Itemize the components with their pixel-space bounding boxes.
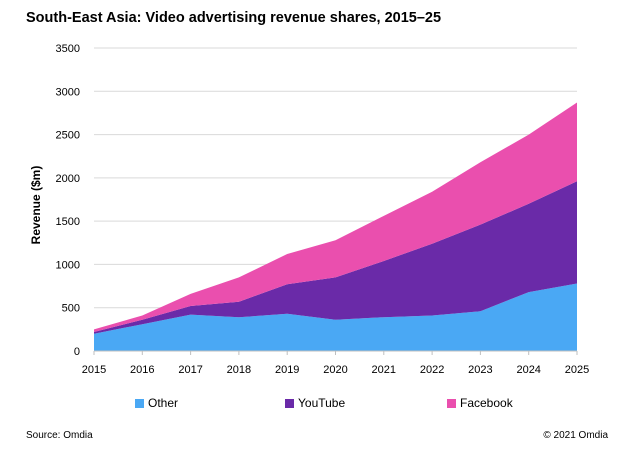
- y-tick-label: 3000: [56, 86, 80, 98]
- y-tick-label: 2500: [56, 130, 80, 142]
- y-axis-label: Revenue ($m): [29, 166, 43, 245]
- area-series-other: [94, 283, 577, 351]
- legend-item-facebook: Facebook: [447, 396, 513, 410]
- area-series-facebook: [94, 102, 577, 332]
- x-tick-label: 2025: [565, 364, 589, 376]
- x-tick-label: 2023: [468, 364, 492, 376]
- legend-swatch-facebook: [447, 398, 456, 408]
- y-tick-label: 1000: [56, 259, 80, 271]
- legend-label-other: Other: [148, 396, 179, 410]
- legend-item-other: Other: [135, 396, 178, 410]
- legend-label-facebook: Facebook: [460, 396, 513, 410]
- chart-title: South-East Asia: Video advertising reven…: [26, 10, 442, 26]
- y-tick-label: 500: [62, 303, 80, 315]
- x-tick-label: 2020: [323, 364, 347, 376]
- x-tick-label: 2022: [420, 364, 444, 376]
- source-note: Source: Omdia: [26, 430, 93, 441]
- area-series-youtube: [94, 181, 577, 334]
- x-tick-label: 2016: [130, 364, 154, 376]
- y-tick-label: 1500: [56, 216, 80, 228]
- x-tick-label: 2019: [275, 364, 299, 376]
- y-tick-label: 0: [74, 346, 80, 358]
- legend-item-youtube: YouTube: [285, 396, 345, 410]
- y-tick-label: 3500: [56, 43, 80, 55]
- legend-swatch-youtube: [285, 398, 294, 408]
- x-tick-label: 2018: [227, 364, 251, 376]
- legend-label-youtube: YouTube: [298, 396, 346, 410]
- x-tick-label: 2015: [82, 364, 106, 376]
- y-tick-label: 2000: [56, 173, 80, 185]
- legend-swatch-other: [135, 398, 144, 408]
- x-tick-label: 2024: [516, 364, 540, 376]
- copyright-note: © 2021 Omdia: [543, 430, 608, 441]
- x-tick-label: 2017: [178, 364, 202, 376]
- x-tick-label: 2021: [372, 364, 396, 376]
